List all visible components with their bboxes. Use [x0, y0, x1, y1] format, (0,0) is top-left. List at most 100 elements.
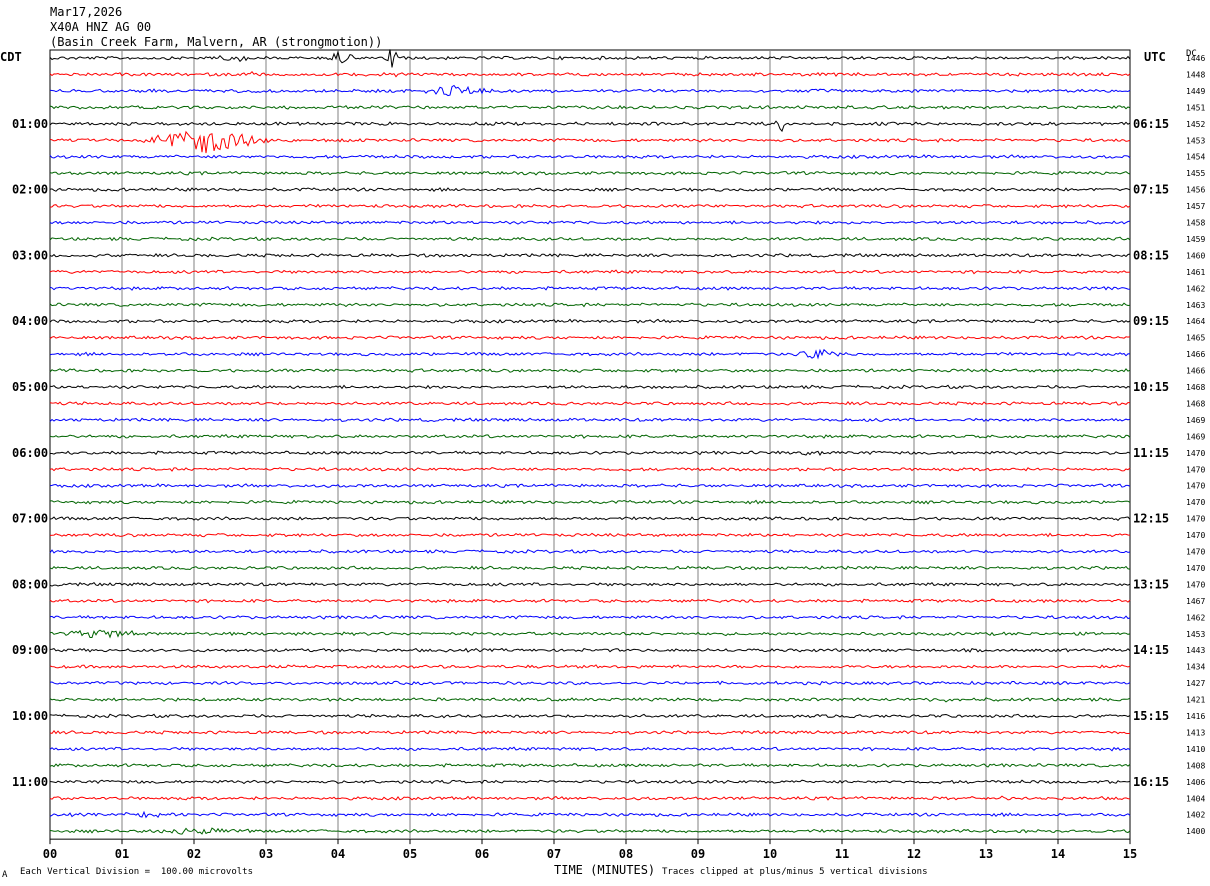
dc-value-22: 1469	[1186, 416, 1205, 425]
trace-13	[49, 269, 1131, 275]
x-tick-label-06: 06	[475, 847, 489, 861]
left-hour-label-0: 01:00	[12, 117, 48, 131]
dc-value-3: 1451	[1186, 103, 1205, 112]
trace-5	[49, 130, 1131, 154]
dc-value-7: 1455	[1186, 169, 1205, 178]
trace-30	[49, 549, 1131, 554]
x-tick-label-02: 02	[187, 847, 201, 861]
trace-35	[49, 629, 1131, 639]
left-hour-label-9: 10:00	[12, 709, 48, 723]
trace-47	[49, 827, 1131, 835]
trace-20	[49, 384, 1131, 390]
dc-value-32: 1470	[1186, 580, 1205, 589]
dc-value-26: 1470	[1186, 482, 1205, 491]
trace-10	[49, 220, 1131, 225]
trace-34	[49, 614, 1131, 620]
left-hour-label-6: 07:00	[12, 512, 48, 526]
clip-note: Traces clipped at plus/minus 5 vertical …	[662, 867, 928, 877]
trace-0	[49, 49, 1131, 68]
trace-15	[49, 302, 1131, 308]
dc-value-47: 1400	[1186, 827, 1205, 836]
right-hour-label-9: 15:15	[1133, 709, 1169, 723]
trace-17	[49, 335, 1131, 341]
right-hour-label-4: 10:15	[1133, 380, 1169, 394]
right-hour-label-6: 12:15	[1133, 512, 1169, 526]
dc-value-34: 1462	[1186, 613, 1205, 622]
x-tick-label-13: 13	[979, 847, 993, 861]
trace-40	[49, 713, 1131, 719]
trace-11	[49, 236, 1131, 242]
dc-value-17: 1465	[1186, 334, 1205, 343]
trace-37	[49, 664, 1131, 669]
trace-2	[49, 84, 1131, 97]
dc-value-38: 1427	[1186, 679, 1205, 688]
trace-16	[49, 318, 1131, 324]
trace-42	[49, 746, 1131, 752]
x-tick-label-07: 07	[547, 847, 561, 861]
trace-38	[49, 680, 1131, 686]
dc-value-41: 1413	[1186, 728, 1205, 737]
x-tick-label-03: 03	[259, 847, 273, 861]
dc-value-19: 1466	[1186, 367, 1205, 376]
dc-value-30: 1470	[1186, 548, 1205, 557]
trace-3	[49, 104, 1131, 110]
trace-26	[49, 483, 1131, 489]
dc-value-37: 1434	[1186, 663, 1205, 672]
x-tick-label-09: 09	[691, 847, 705, 861]
x-tick-label-04: 04	[331, 847, 345, 861]
dc-value-14: 1462	[1186, 284, 1205, 293]
trace-23	[49, 433, 1131, 439]
trace-8	[49, 187, 1131, 193]
trace-12	[49, 252, 1131, 258]
dc-value-39: 1421	[1186, 696, 1205, 705]
dc-value-40: 1416	[1186, 712, 1205, 721]
right-hour-label-2: 08:15	[1133, 248, 1169, 262]
dc-value-33: 1467	[1186, 597, 1205, 606]
scale-note: Each Vertical Division = 100.00 microvol…	[20, 867, 253, 877]
dc-value-8: 1456	[1186, 186, 1205, 195]
right-hour-label-0: 06:15	[1133, 117, 1169, 131]
dc-value-46: 1402	[1186, 811, 1205, 820]
dc-value-45: 1404	[1186, 794, 1205, 803]
corner-mark: A	[2, 870, 8, 880]
header-date: Mar17,2026	[50, 5, 123, 19]
dc-value-42: 1410	[1186, 745, 1205, 754]
right-axis-title: UTC	[1144, 50, 1166, 64]
trace-43	[49, 762, 1131, 768]
trace-21	[49, 400, 1131, 406]
x-tick-label-14: 14	[1051, 847, 1065, 861]
dc-value-12: 1460	[1186, 251, 1205, 260]
left-hour-label-5: 06:00	[12, 446, 48, 460]
x-tick-label-05: 05	[403, 847, 417, 861]
x-tick-label-15: 15	[1123, 847, 1137, 861]
dc-title: DC	[1186, 49, 1197, 59]
trace-32	[49, 581, 1131, 587]
dc-value-27: 1470	[1186, 498, 1205, 507]
trace-25	[49, 467, 1131, 472]
x-tick-label-11: 11	[835, 847, 849, 861]
dc-value-5: 1453	[1186, 136, 1205, 145]
left-hour-label-4: 05:00	[12, 380, 48, 394]
right-hour-label-7: 13:15	[1133, 577, 1169, 591]
left-hour-label-2: 03:00	[12, 248, 48, 262]
trace-7	[49, 170, 1131, 176]
trace-19	[49, 368, 1131, 374]
dc-value-18: 1466	[1186, 350, 1205, 359]
trace-24	[50, 450, 1131, 456]
trace-33	[49, 598, 1131, 604]
left-hour-label-7: 08:00	[12, 577, 48, 591]
header-location: (Basin Creek Farm, Malvern, AR (strongmo…	[50, 35, 383, 49]
left-hour-label-3: 04:00	[12, 314, 48, 328]
trace-31	[49, 565, 1131, 571]
right-hour-label-1: 07:15	[1133, 183, 1169, 197]
dc-value-44: 1406	[1186, 778, 1205, 787]
dc-value-20: 1468	[1186, 383, 1205, 392]
right-hour-label-8: 14:15	[1133, 643, 1169, 657]
right-hour-label-3: 09:15	[1133, 314, 1169, 328]
trace-39	[49, 697, 1131, 703]
trace-22	[49, 417, 1131, 423]
dc-value-21: 1468	[1186, 399, 1205, 408]
trace-46	[49, 810, 1131, 819]
plot-frame	[49, 49, 1131, 840]
